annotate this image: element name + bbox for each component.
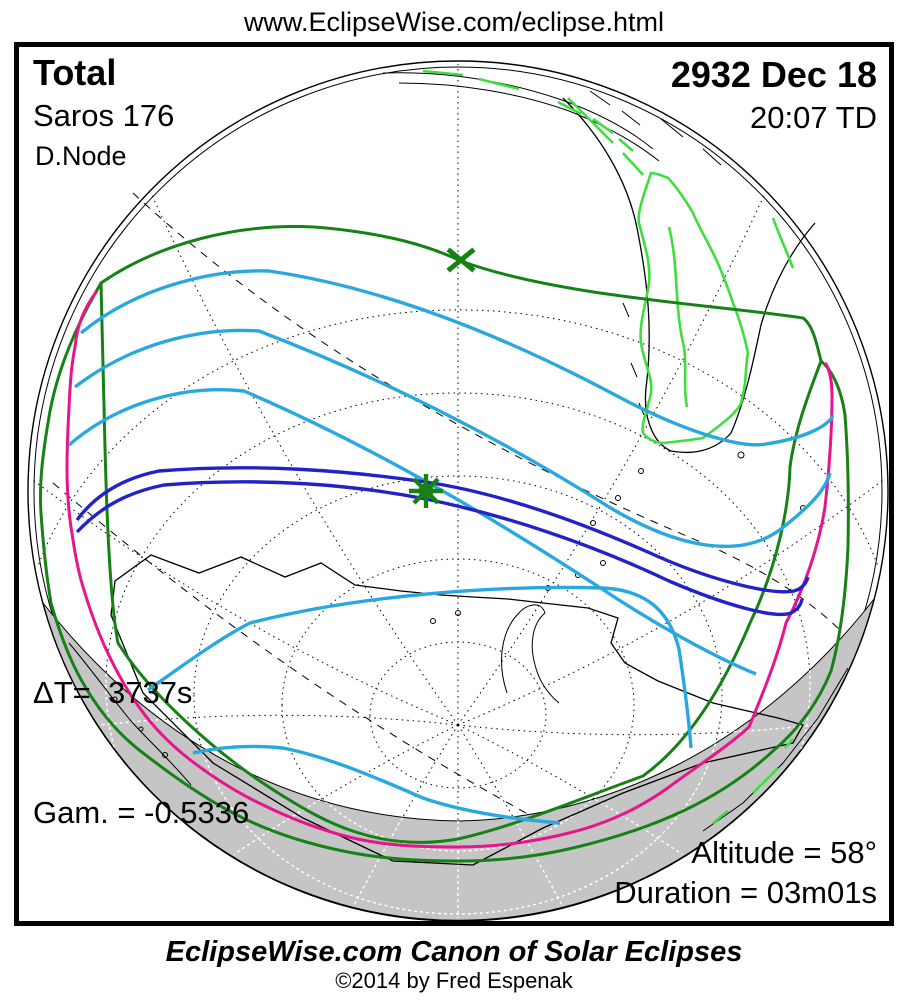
- south-america-coastline: [562, 97, 816, 454]
- umbra-path-limits: [75, 466, 810, 617]
- island-dots: [112, 451, 806, 758]
- x-marker-icon: [446, 247, 476, 273]
- altitude-duration-block: Altitude = 58° Duration = 03m01s: [614, 833, 877, 913]
- eclipse-time-label: 20:07 TD: [750, 100, 877, 135]
- copyright-label: ©2014 by Fred Espenak: [335, 968, 573, 993]
- dashed-graticule-arcs: [52, 192, 844, 834]
- land-highlight-borders: [422, 69, 795, 825]
- canon-title: EclipseWise.com Canon of Solar Eclipses: [165, 936, 743, 968]
- duration-label: Duration = 03m01s: [614, 875, 877, 910]
- page-url-heading: www.EclipseWise.com/eclipse.html: [243, 7, 665, 37]
- night-region: [42, 598, 875, 921]
- antarctic-peninsula-coast: [501, 604, 560, 704]
- node-label: D.Node: [35, 141, 127, 171]
- antarctica-coastline: [110, 554, 804, 866]
- delta-t-gamma-block: ΔT= 3737s Gam. = -0.5336: [33, 593, 249, 913]
- night-side-island-line: [702, 667, 849, 832]
- umbra-south-limit: [75, 480, 804, 617]
- globe-limb-outer: [27, 60, 889, 921]
- saros-label: Saros 176: [33, 98, 175, 133]
- eclipse-type-label: Total: [33, 52, 117, 93]
- magnitude-curves: [67, 269, 835, 825]
- terminator-island-chain: [68, 642, 192, 786]
- coastlines: [68, 72, 849, 866]
- gamma-label: Gam. = -0.5336: [33, 795, 250, 830]
- map-frame: Total Saros 176 D.Node 2932 Dec 18 20:07…: [14, 42, 894, 926]
- penumbra-outer-limit: [38, 282, 850, 863]
- umbra-north-limit: [75, 466, 810, 594]
- top-limb-coastline: [382, 72, 722, 166]
- eclipse-date-label: 2932 Dec 18: [670, 54, 877, 95]
- altitude-label: Altitude = 58°: [691, 835, 877, 870]
- eclipse-globe-map: [27, 60, 889, 921]
- greatest-eclipse-asterisk-icon: [409, 474, 443, 508]
- delta-t-label: ΔT= 3737s: [33, 675, 193, 710]
